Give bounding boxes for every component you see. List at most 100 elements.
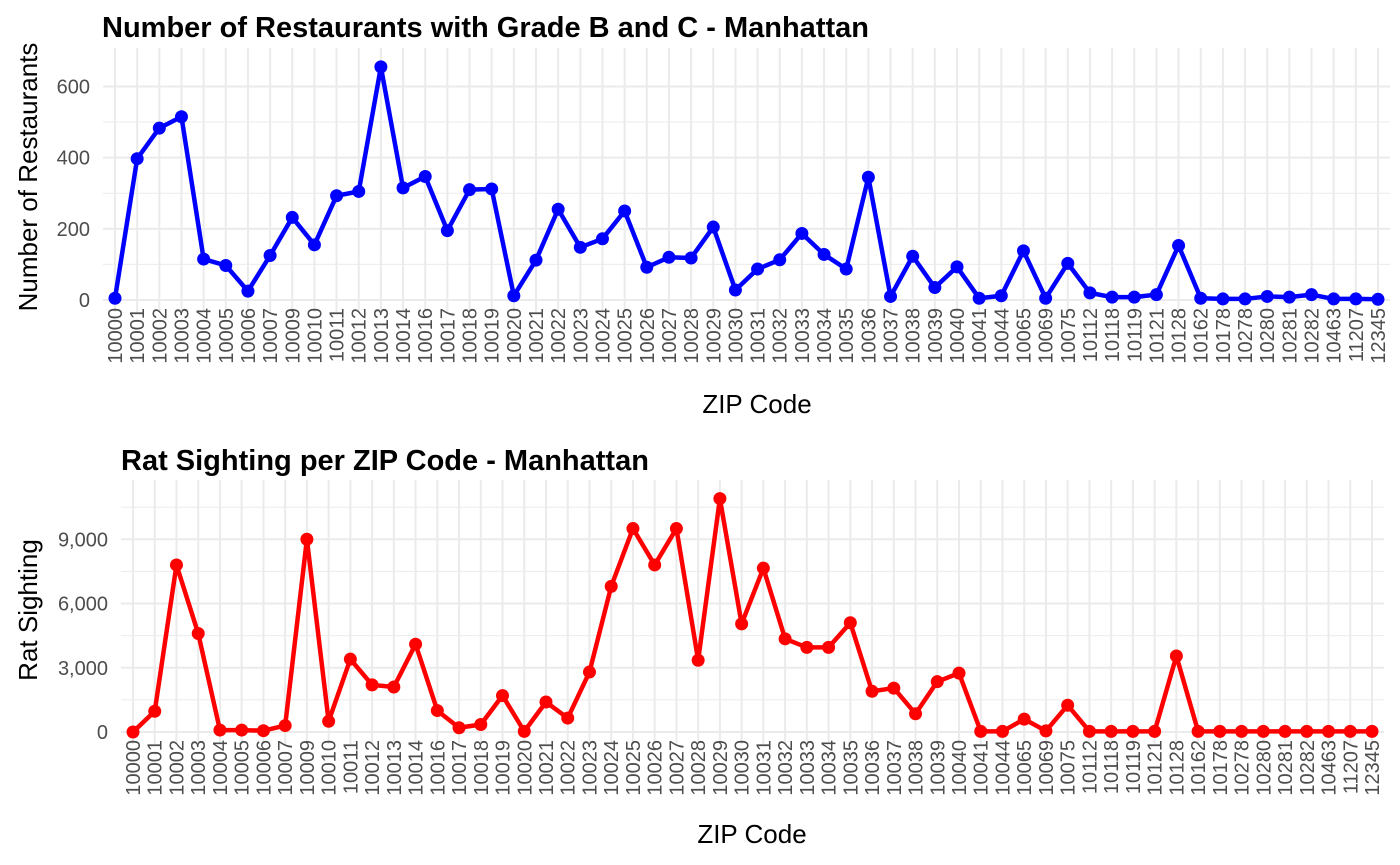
x-tick-label: 10035 — [840, 740, 862, 796]
rat-sightings-data-point — [1148, 724, 1162, 738]
rat-sightings-y-ticks: 0 3,000 6,000 9,000 — [58, 529, 108, 744]
x-tick-label: 10278 — [1235, 308, 1257, 364]
restaurants-data-point — [1127, 290, 1141, 304]
x-tick-label: 10121 — [1146, 308, 1168, 364]
rat-sightings-data-point — [952, 666, 966, 680]
x-tick-label: 10065 — [1013, 308, 1035, 364]
rat-sightings-series — [126, 492, 1379, 739]
rat-sightings-data-point — [626, 522, 640, 536]
restaurants-data-point — [463, 183, 477, 197]
restaurants-data-point — [684, 251, 698, 265]
rat-sightings-data-point — [1213, 724, 1227, 738]
restaurants-data-point — [1039, 291, 1053, 305]
x-tick-label: 10006 — [238, 308, 260, 364]
restaurants-chart-title: Number of Restaurants with Grade B and C… — [102, 12, 869, 44]
rat-sightings-data-point — [322, 714, 336, 728]
restaurants-data-point — [551, 202, 565, 216]
rat-sightings-data-point — [1300, 724, 1314, 738]
restaurants-series-line — [112, 64, 1381, 302]
restaurants-data-point — [1282, 290, 1296, 304]
restaurants-data-point — [330, 189, 344, 203]
x-tick-label: 10039 — [927, 740, 949, 796]
x-tick-label: 11207 — [1346, 308, 1368, 362]
x-tick-label: 10463 — [1319, 740, 1341, 796]
x-tick-label: 10030 — [725, 308, 747, 364]
rat-sightings-data-point — [756, 561, 770, 575]
x-tick-label: 10024 — [592, 308, 614, 364]
rat-sightings-data-point — [517, 724, 531, 738]
rat-sightings-data-point — [409, 637, 423, 651]
x-tick-label: 10034 — [819, 740, 841, 796]
x-tick-label: 10002 — [166, 740, 188, 796]
x-tick-label: 10119 — [1124, 308, 1146, 362]
x-tick-label: 10463 — [1324, 308, 1346, 364]
x-tick-label: 10027 — [666, 740, 688, 796]
restaurants-data-point — [728, 283, 742, 297]
rat-sightings-data-point — [1365, 724, 1379, 738]
x-tick-label: 10041 — [969, 308, 991, 364]
rat-sightings-data-point — [995, 724, 1009, 738]
x-tick-label: 11207 — [1340, 740, 1362, 794]
x-tick-label: 10010 — [304, 308, 326, 364]
restaurants-data-point — [1194, 291, 1208, 305]
restaurants-data-point — [884, 289, 898, 303]
x-tick-label: 10022 — [558, 740, 580, 796]
rat-sightings-data-point — [235, 723, 249, 737]
rat-sightings-data-point — [822, 640, 836, 654]
x-tick-label: 10038 — [903, 308, 925, 364]
x-tick-label: 10004 — [194, 308, 216, 364]
y-tick-label: 200 — [57, 219, 90, 241]
x-tick-label: 10118 — [1101, 740, 1123, 794]
rat-sightings-data-point — [1082, 724, 1096, 738]
x-tick-label: 10032 — [770, 308, 792, 364]
rat-sightings-data-point — [278, 719, 292, 733]
x-tick-label: 10278 — [1232, 740, 1254, 796]
restaurants-data-point — [529, 253, 543, 267]
restaurants-data-point — [950, 260, 964, 274]
x-tick-label: 10001 — [127, 308, 149, 364]
restaurants-x-ticks: 10000 10001 10002 10003 10004 10005 10006 10007… — [105, 308, 1390, 364]
x-tick-label: 10016 — [415, 308, 437, 364]
restaurants-data-point — [1149, 288, 1163, 302]
rat-sightings-data-point — [191, 626, 205, 640]
x-tick-label: 10003 — [188, 740, 210, 796]
restaurants-data-point — [374, 60, 388, 74]
x-tick-label: 10040 — [947, 308, 969, 364]
x-tick-label: 10007 — [260, 308, 282, 364]
rat-sightings-data-point — [1322, 724, 1336, 738]
x-tick-label: 10065 — [1014, 740, 1036, 796]
rat-sightings-data-point — [169, 558, 183, 572]
x-tick-label: 10033 — [797, 740, 819, 796]
restaurants-data-point — [595, 232, 609, 246]
restaurants-data-point — [108, 291, 122, 305]
rat-sightings-data-point — [930, 675, 944, 689]
restaurants-data-point — [751, 262, 765, 276]
x-tick-label: 10001 — [145, 740, 167, 796]
x-tick-label: 10000 — [105, 308, 127, 364]
rat-sightings-chart-title: Rat Sighting per ZIP Code - Manhattan — [121, 445, 649, 477]
x-tick-label: 10012 — [349, 308, 371, 364]
restaurants-data-point — [241, 284, 255, 298]
x-tick-label: 10019 — [482, 308, 504, 364]
x-tick-label: 10021 — [526, 308, 548, 364]
x-tick-label: 10026 — [637, 308, 659, 364]
x-tick-label: 10282 — [1297, 740, 1319, 796]
rat-sightings-data-point — [496, 689, 510, 703]
x-tick-label: 10178 — [1210, 740, 1232, 796]
x-tick-label: 10044 — [992, 740, 1014, 796]
restaurants-data-point — [928, 281, 942, 295]
rat-sightings-data-point — [1169, 649, 1183, 663]
rat-sightings-y-axis-title: Rat Sighting — [13, 539, 43, 681]
restaurants-data-point — [795, 226, 809, 240]
rat-sightings-data-point — [430, 704, 444, 718]
x-tick-label: 10023 — [570, 308, 592, 364]
x-tick-label: 10019 — [493, 740, 515, 796]
x-tick-label: 10075 — [1058, 740, 1080, 796]
x-tick-label: 10121 — [1145, 740, 1167, 796]
x-tick-label: 10039 — [925, 308, 947, 364]
rat-sightings-data-point — [1126, 724, 1140, 738]
x-tick-label: 10036 — [862, 740, 884, 796]
restaurants-data-point — [307, 238, 321, 252]
x-tick-label: 10005 — [216, 308, 238, 364]
restaurants-data-point — [440, 224, 454, 238]
